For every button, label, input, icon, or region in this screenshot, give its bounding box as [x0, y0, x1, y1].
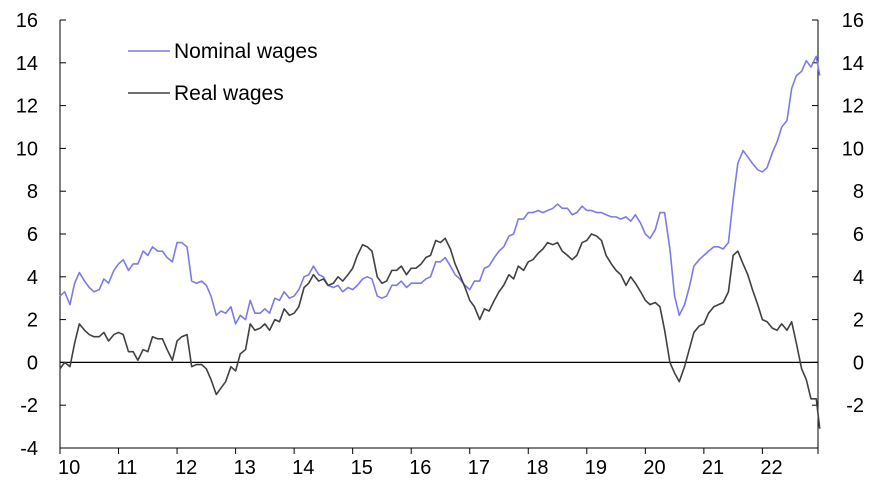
right-y-tick-label: 14: [842, 53, 864, 75]
x-tick-label: 14: [292, 457, 314, 479]
legend-label-nominal-wages: Nominal wages: [174, 40, 318, 63]
x-tick-label: 12: [175, 457, 197, 479]
legend-label-real-wages: Real wages: [174, 82, 284, 105]
series-layer: [59, 55, 821, 429]
series-line-nominal-wages: [59, 55, 821, 325]
x-tick-label: 10: [58, 457, 80, 479]
right-y-tick-label: 8: [853, 181, 864, 203]
left-y-tick-label: -4: [20, 438, 38, 460]
x-axis-ticks: 10 11 12 13 14 15 16 17 18 19 20 21 22: [58, 448, 819, 479]
left-y-tick-label: 14: [16, 53, 38, 75]
left-y-tick-label: 0: [27, 352, 38, 374]
series-line-real-wages: [59, 233, 821, 429]
left-y-tick-label: -2: [20, 395, 38, 417]
left-y-tick-label: 4: [27, 267, 38, 289]
x-tick-label: 17: [468, 457, 490, 479]
right-y-tick-label: 2: [853, 310, 864, 332]
right-y-axis-ticks: -2 0 2 4 6 8 10 12 14 16: [812, 10, 864, 417]
left-y-tick-label: 12: [16, 96, 38, 118]
left-y-tick-label: 8: [27, 181, 38, 203]
right-y-tick-label: 16: [842, 10, 864, 32]
x-tick-label: 15: [351, 457, 373, 479]
left-y-tick-label: 16: [16, 10, 38, 32]
x-tick-label: 22: [760, 457, 782, 479]
x-tick-label: 13: [234, 457, 256, 479]
x-tick-label: 11: [117, 457, 138, 479]
x-tick-label: 19: [585, 457, 607, 479]
x-tick-label: 16: [409, 457, 431, 479]
right-y-tick-label: 6: [853, 224, 864, 246]
legend: Nominal wages Real wages: [128, 40, 318, 105]
left-y-tick-label: 10: [16, 138, 38, 160]
right-y-tick-label: 0: [853, 352, 864, 374]
x-tick-label: 20: [643, 457, 665, 479]
right-y-tick-label: 12: [842, 96, 864, 118]
right-y-tick-label: 4: [853, 267, 864, 289]
left-y-tick-label: 2: [27, 310, 38, 332]
x-tick-label: 18: [526, 457, 548, 479]
left-y-tick-label: 6: [27, 224, 38, 246]
right-y-tick-label: -2: [846, 395, 864, 417]
right-y-tick-label: 10: [842, 138, 864, 160]
left-y-axis-ticks: -4 -2 0 2 4 6 8 10 12 14 16: [16, 10, 66, 460]
x-tick-label: 21: [702, 457, 724, 479]
